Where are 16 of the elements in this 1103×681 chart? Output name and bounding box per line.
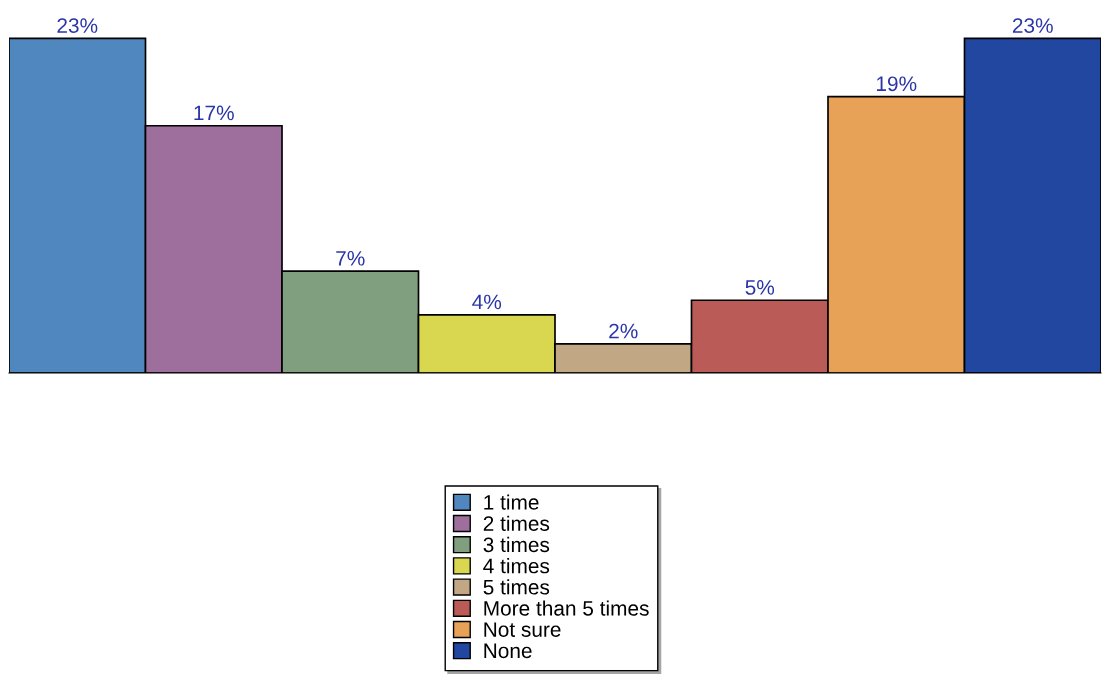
data-label: 23% xyxy=(57,18,98,33)
legend-label: None xyxy=(484,643,532,659)
data-label: 4% xyxy=(472,294,502,310)
data-label: 17% xyxy=(194,105,234,121)
data-label: 23% xyxy=(1012,18,1053,33)
legend-label: 3 times xyxy=(483,536,550,553)
legend-label: 4 times xyxy=(483,558,550,574)
legend-label: 1 time xyxy=(484,494,539,510)
data-label: 5% xyxy=(745,280,775,295)
legend-label: More than 5 times xyxy=(484,600,649,616)
legend-label: Not sure xyxy=(484,622,561,637)
data-label: 2% xyxy=(609,323,638,339)
legend-label: 2 times xyxy=(483,515,550,531)
data-label: 7% xyxy=(336,251,365,266)
data-label: 19% xyxy=(876,76,917,92)
legend-label: 5 times xyxy=(483,579,550,595)
